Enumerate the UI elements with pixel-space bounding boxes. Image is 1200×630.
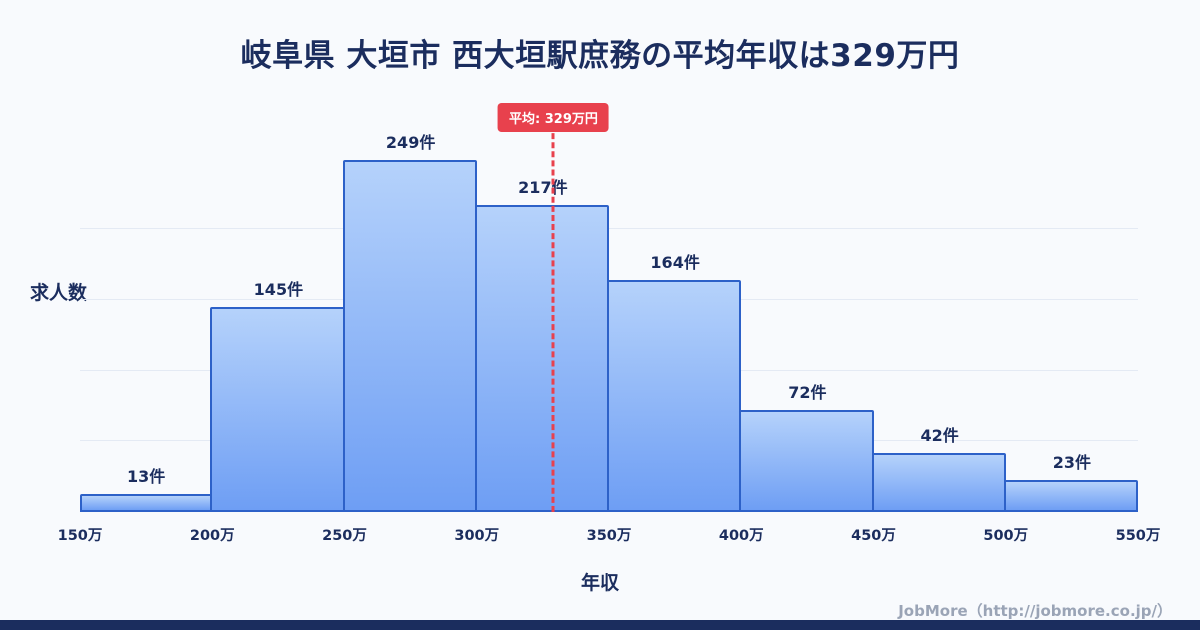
bar-cell: 72件 xyxy=(739,100,874,512)
x-tick-label: 350万 xyxy=(586,528,632,544)
histogram-bar xyxy=(871,452,1006,512)
gridline xyxy=(80,228,1138,230)
x-tick-label: 550万 xyxy=(1115,528,1161,544)
histogram-bar xyxy=(474,205,609,512)
bar-value-label: 145件 xyxy=(253,280,304,300)
histogram-bar xyxy=(739,410,874,512)
histogram-bar xyxy=(607,280,742,512)
histogram-bar xyxy=(1003,479,1138,512)
bar-value-label: 164件 xyxy=(650,253,700,273)
bar-value-label: 217件 xyxy=(518,178,568,198)
bar-value-label: 13件 xyxy=(126,466,166,486)
x-tick-label: 300万 xyxy=(454,528,500,544)
average-badge: 平均: 329万円 xyxy=(498,103,609,132)
page-title: 岐阜県 大垣市 西大垣駅庶務の平均年収は329万円 xyxy=(240,38,960,74)
bar-cell: 42件 xyxy=(871,100,1006,512)
x-tick-label: 250万 xyxy=(322,528,367,544)
x-axis-label: 年収 xyxy=(580,572,619,594)
plot-area: 13件 145件 249件 217件 164件 72件 42件 23件 平均: 329万円 1… xyxy=(58,100,1160,544)
bar-cell: 13件 xyxy=(80,100,213,512)
x-tick-label: 400万 xyxy=(718,528,764,544)
x-tick-label: 500万 xyxy=(983,528,1029,544)
bar-cell: 23件 xyxy=(1003,100,1138,512)
bar-cell: 164件 xyxy=(607,100,742,512)
footer-credit: JobMore（http://jobmore.co.jp/） xyxy=(898,602,1172,620)
bar-value-label: 42件 xyxy=(920,425,959,445)
x-tick-label: 450万 xyxy=(851,528,896,544)
bar-cell: 217件 xyxy=(474,100,609,512)
histogram-bar xyxy=(342,160,477,512)
y-axis-label: 求人数 xyxy=(30,282,88,304)
bar-cell: 145件 xyxy=(210,100,345,512)
histogram-bar xyxy=(80,493,213,512)
x-tick-label: 200万 xyxy=(189,528,235,544)
x-tick-label: 150万 xyxy=(57,528,103,544)
bar-cell: 249件 xyxy=(342,100,477,512)
histogram-bar xyxy=(210,307,345,512)
bottom-accent-strip xyxy=(0,620,1200,630)
bar-value-label: 72件 xyxy=(788,383,827,403)
average-line xyxy=(551,124,555,512)
bar-value-label: 249件 xyxy=(385,133,436,152)
bars: 13件 145件 249件 217件 164件 72件 42件 23件 xyxy=(80,100,1138,512)
bar-value-label: 23件 xyxy=(1052,452,1092,472)
